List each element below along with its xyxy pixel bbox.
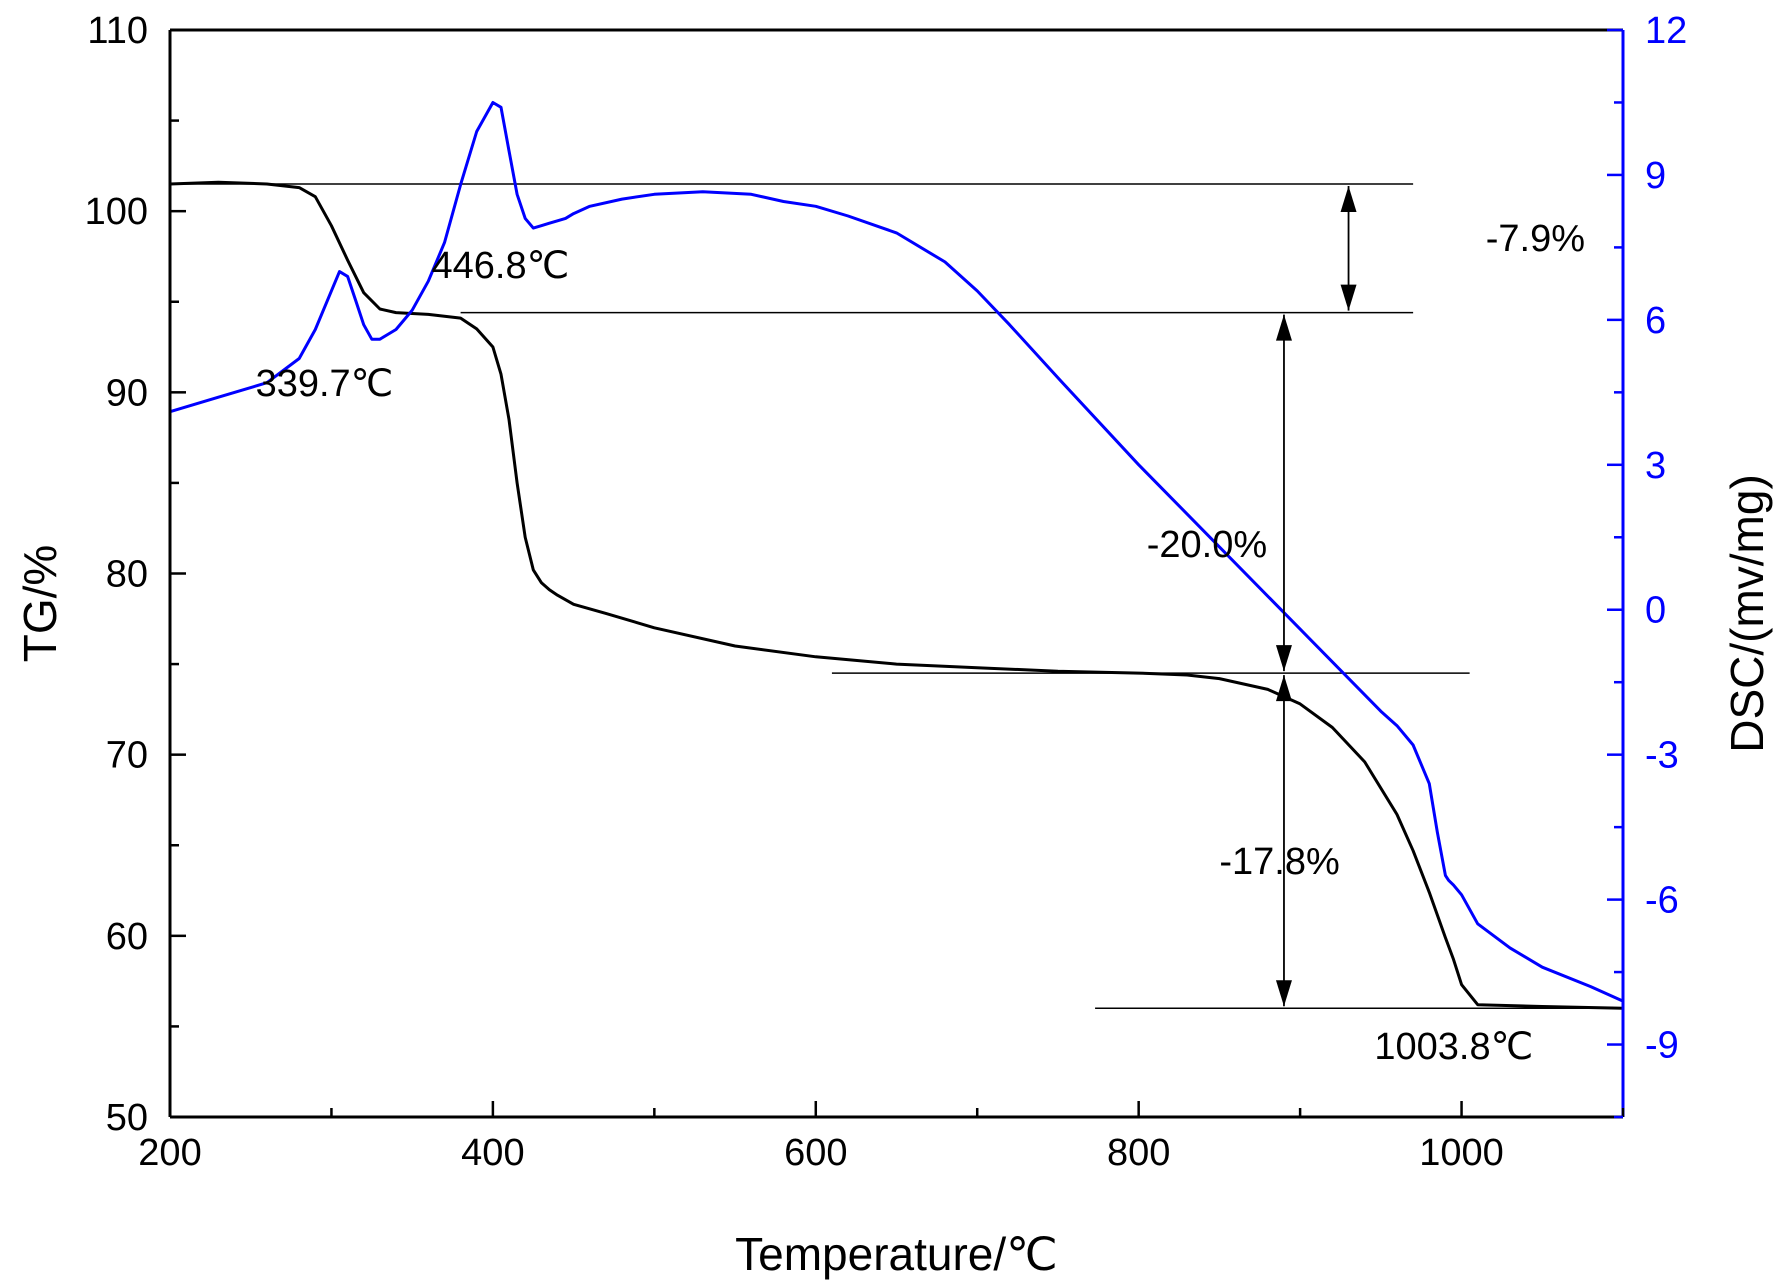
y-left-tick-label-60: 60 (106, 916, 148, 958)
y-right-tick-label-12: 12 (1645, 10, 1687, 52)
annotation-label-1: -7.9% (1486, 218, 1585, 260)
x-tick-label-800: 800 (1107, 1132, 1170, 1174)
drop-arrow-head-top-2 (1275, 314, 1292, 341)
annotation-label-4: 339.7℃ (256, 363, 394, 405)
annotation-label-2: -20.0% (1147, 524, 1267, 566)
y-left-axis-title: TG/% (14, 545, 66, 663)
y-left-tick-label-90: 90 (106, 372, 148, 414)
y-right-tick-label-3: 3 (1645, 445, 1666, 487)
x-tick-label-1000: 1000 (1419, 1132, 1504, 1174)
y-left-tick-label-100: 100 (85, 191, 148, 233)
y-right-tick-label-0: 0 (1645, 590, 1666, 632)
y-left-tick-label-110: 110 (87, 10, 148, 52)
annotation-label-5: 446.8℃ (432, 245, 570, 287)
y-right-tick-label--9: -9 (1645, 1025, 1679, 1067)
y-right-tick-label--3: -3 (1645, 735, 1679, 777)
drop-arrow-head-bottom-1 (1340, 284, 1357, 311)
y-right-tick-label-6: 6 (1645, 300, 1666, 342)
dsc-series-line (169, 101, 1624, 1003)
tg-series-line (169, 180, 1624, 1010)
reference-lines (170, 183, 1623, 1010)
annotations: -7.9% -20.0% -17.8% 339.7℃ 446.8℃ 1003.8℃ (256, 218, 1585, 1068)
drop-arrow-head-top-1 (1340, 185, 1357, 212)
x-tick-label-600: 600 (784, 1132, 847, 1174)
x-axis-title: Temperature/℃ (735, 1228, 1058, 1280)
annotation-label-3: -17.8% (1219, 841, 1339, 883)
drop-arrow-head-bottom-2 (1275, 645, 1292, 672)
y-left-tick-label-80: 80 (106, 554, 148, 596)
annotation-label-6: 1003.8℃ (1374, 1026, 1533, 1068)
y-left-tick-label-70: 70 (106, 735, 148, 777)
drop-arrows (1275, 185, 1357, 1007)
y-right-tick-label-9: 9 (1645, 155, 1666, 197)
y-right-axis-title: DSC/(mv/mg) (1721, 474, 1773, 753)
drop-arrow-head-top-3 (1275, 675, 1292, 702)
x-tick-label-200: 200 (138, 1132, 201, 1174)
y-left-tick-label-50: 50 (106, 1097, 148, 1139)
axes: 200 400 600 800 1000 50 60 70 80 90 100 110 -9 -6 -3 0 3… (85, 10, 1688, 1174)
x-tick-label-400: 400 (461, 1132, 524, 1174)
y-right-tick-label--6: -6 (1645, 880, 1679, 922)
drop-arrow-head-bottom-3 (1275, 980, 1292, 1007)
series-lines (169, 101, 1624, 1010)
